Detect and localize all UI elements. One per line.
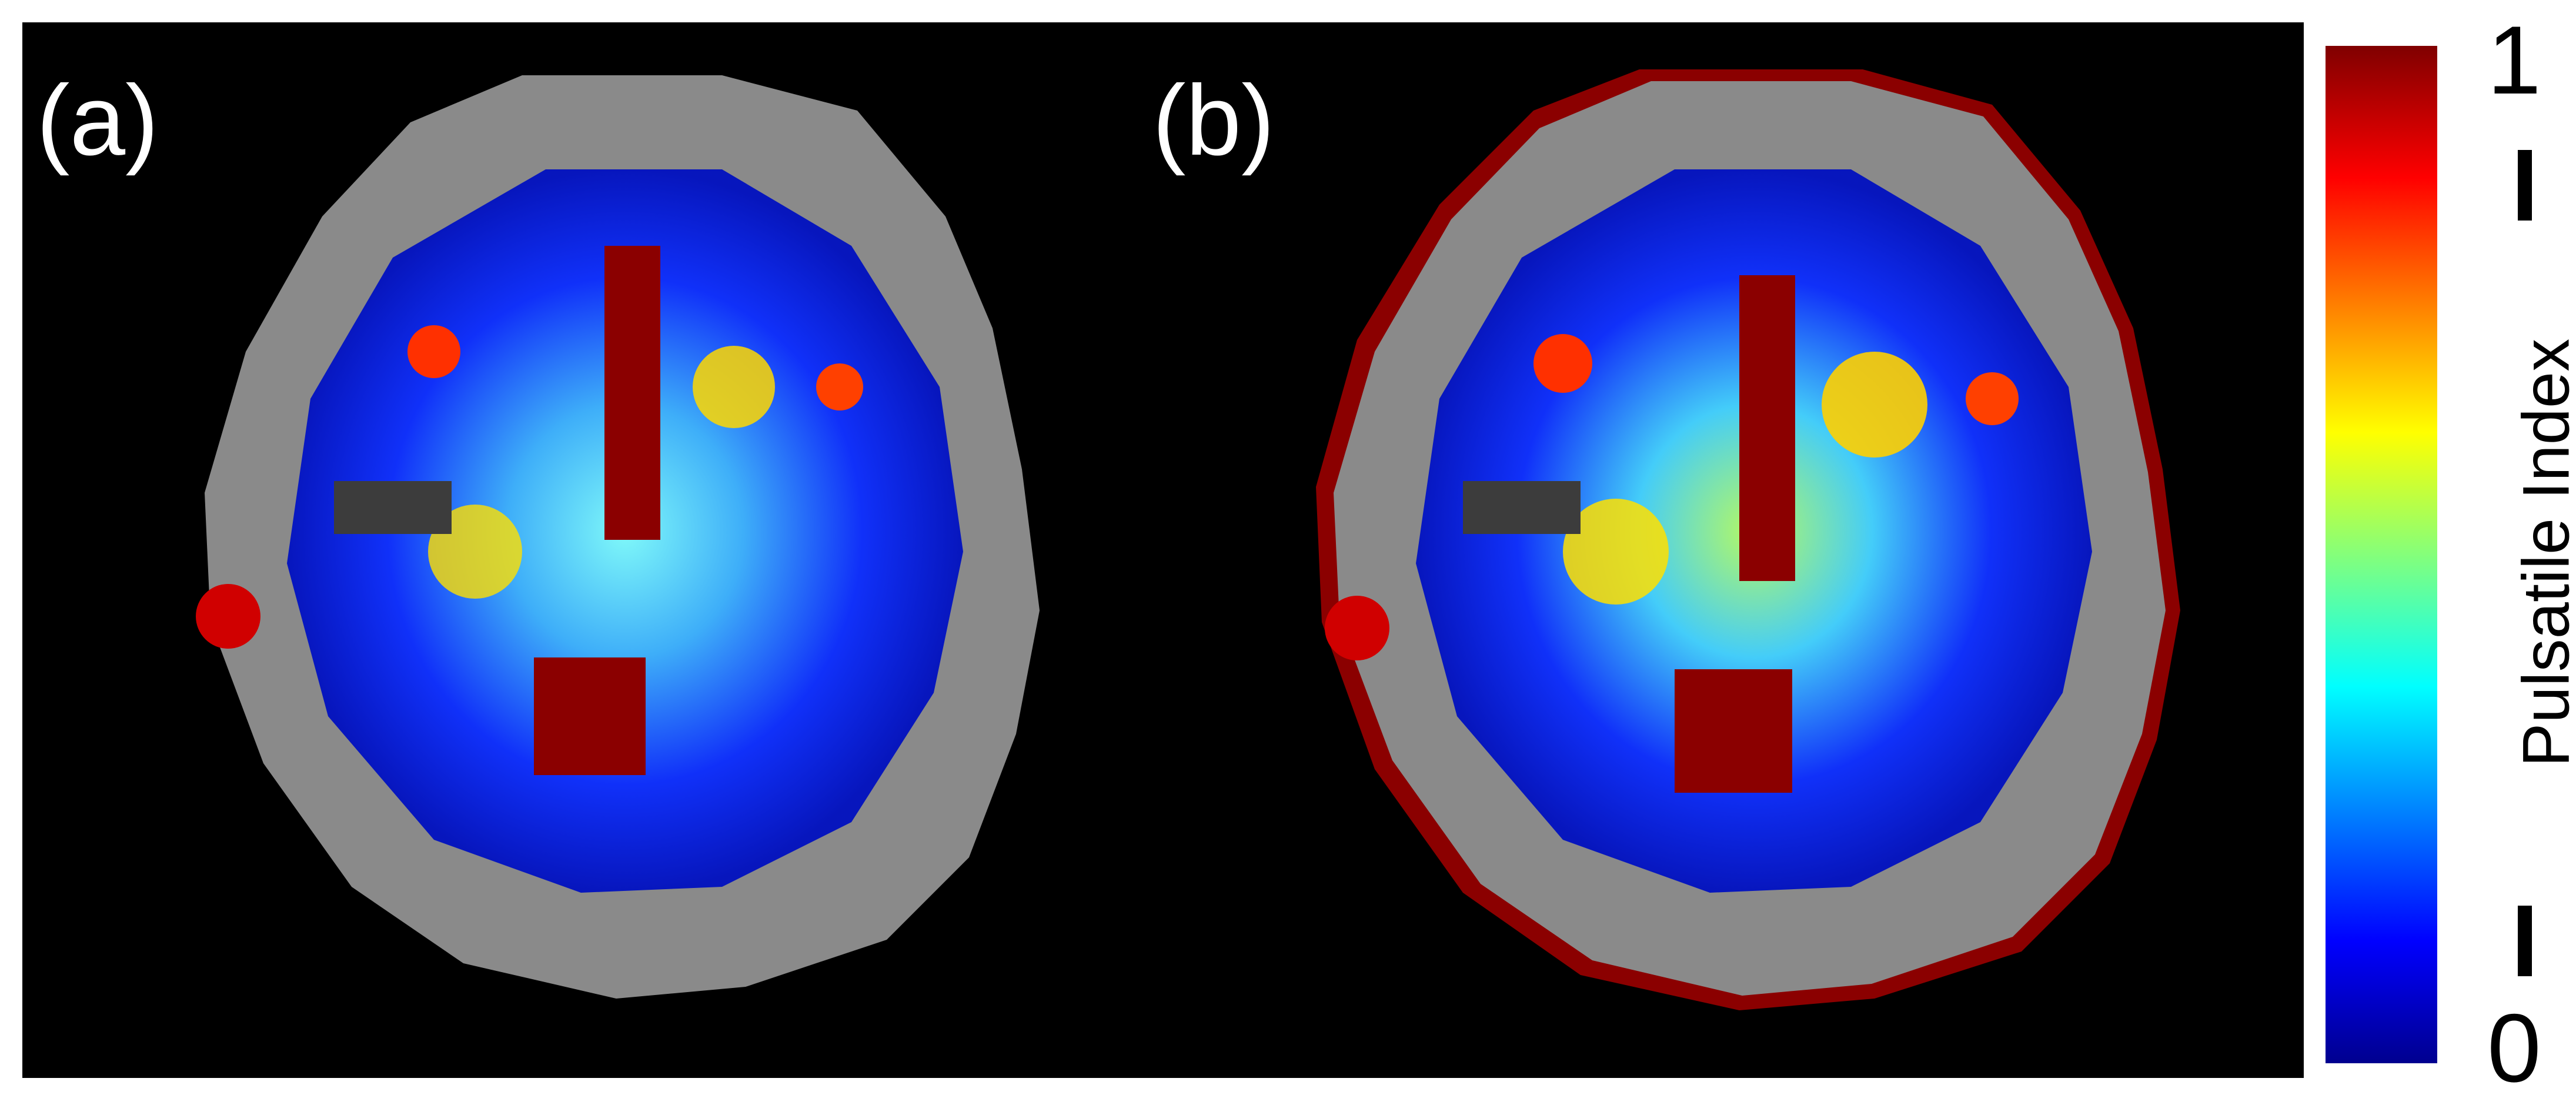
hotspot-b-3 [1533, 334, 1592, 393]
hotspot-b-7 [1563, 499, 1669, 605]
hotspot-a-5 [693, 346, 775, 428]
ventricle-a [334, 481, 452, 534]
hotspot-b-1 [1739, 275, 1795, 581]
brain-map-a [196, 75, 1040, 999]
hotspot-a-6 [196, 584, 260, 649]
colorbar-title-wrap: Pulsatile Index [2510, 339, 2576, 767]
colorbar-gradient [2326, 46, 2437, 1063]
hotspot-b-6 [1325, 596, 1389, 660]
hotspot-b-4 [1966, 372, 2019, 425]
hotspot-a-1 [604, 246, 660, 540]
colorbar-tick-lower [2518, 906, 2532, 976]
image-panel [22, 22, 2304, 1078]
colorbar-tick-upper [2518, 150, 2532, 221]
hotspot-a-3 [407, 325, 460, 378]
colorbar-min-label: 0 [2487, 994, 2541, 1102]
hotspot-b-5 [1822, 352, 1927, 458]
panel-label-b: (b) [1152, 65, 1275, 176]
colorbar [2326, 46, 2437, 1063]
hotspot-a-4 [816, 363, 863, 410]
brain-map-b [1316, 69, 2180, 1010]
colorbar-title: Pulsatile Index [2509, 338, 2576, 767]
ventricle-b [1463, 481, 1581, 534]
panel-label-a: (a) [36, 65, 159, 176]
hotspot-b-2 [1675, 669, 1792, 793]
hotspot-a-2 [534, 657, 646, 775]
colorbar-max-label: 1 [2487, 6, 2541, 114]
